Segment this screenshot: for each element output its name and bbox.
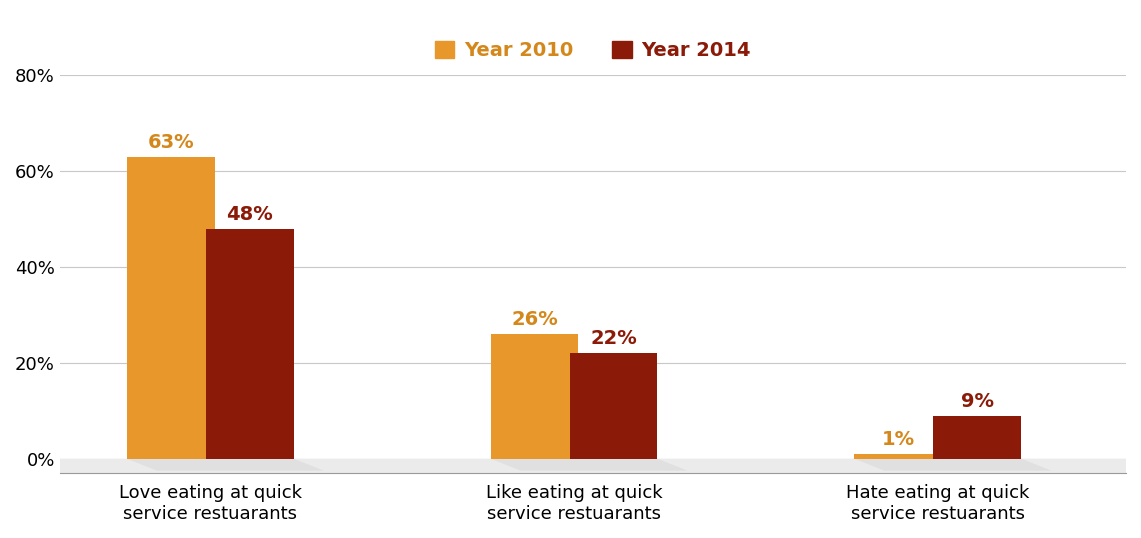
Text: 63%: 63% xyxy=(147,133,194,152)
Text: 1%: 1% xyxy=(882,430,915,449)
Bar xyxy=(933,415,1021,459)
Bar xyxy=(205,229,293,459)
Polygon shape xyxy=(127,459,324,471)
Polygon shape xyxy=(855,459,1051,471)
Legend: Year 2010, Year 2014: Year 2010, Year 2014 xyxy=(427,33,759,68)
Text: 26%: 26% xyxy=(511,310,558,329)
Bar xyxy=(59,459,1126,473)
Bar xyxy=(491,334,578,459)
Text: 9%: 9% xyxy=(961,392,994,411)
Bar xyxy=(569,353,657,459)
Bar xyxy=(855,454,942,459)
Polygon shape xyxy=(491,459,688,471)
Bar xyxy=(127,157,215,459)
Text: 22%: 22% xyxy=(590,329,637,349)
Text: 48%: 48% xyxy=(226,205,273,224)
